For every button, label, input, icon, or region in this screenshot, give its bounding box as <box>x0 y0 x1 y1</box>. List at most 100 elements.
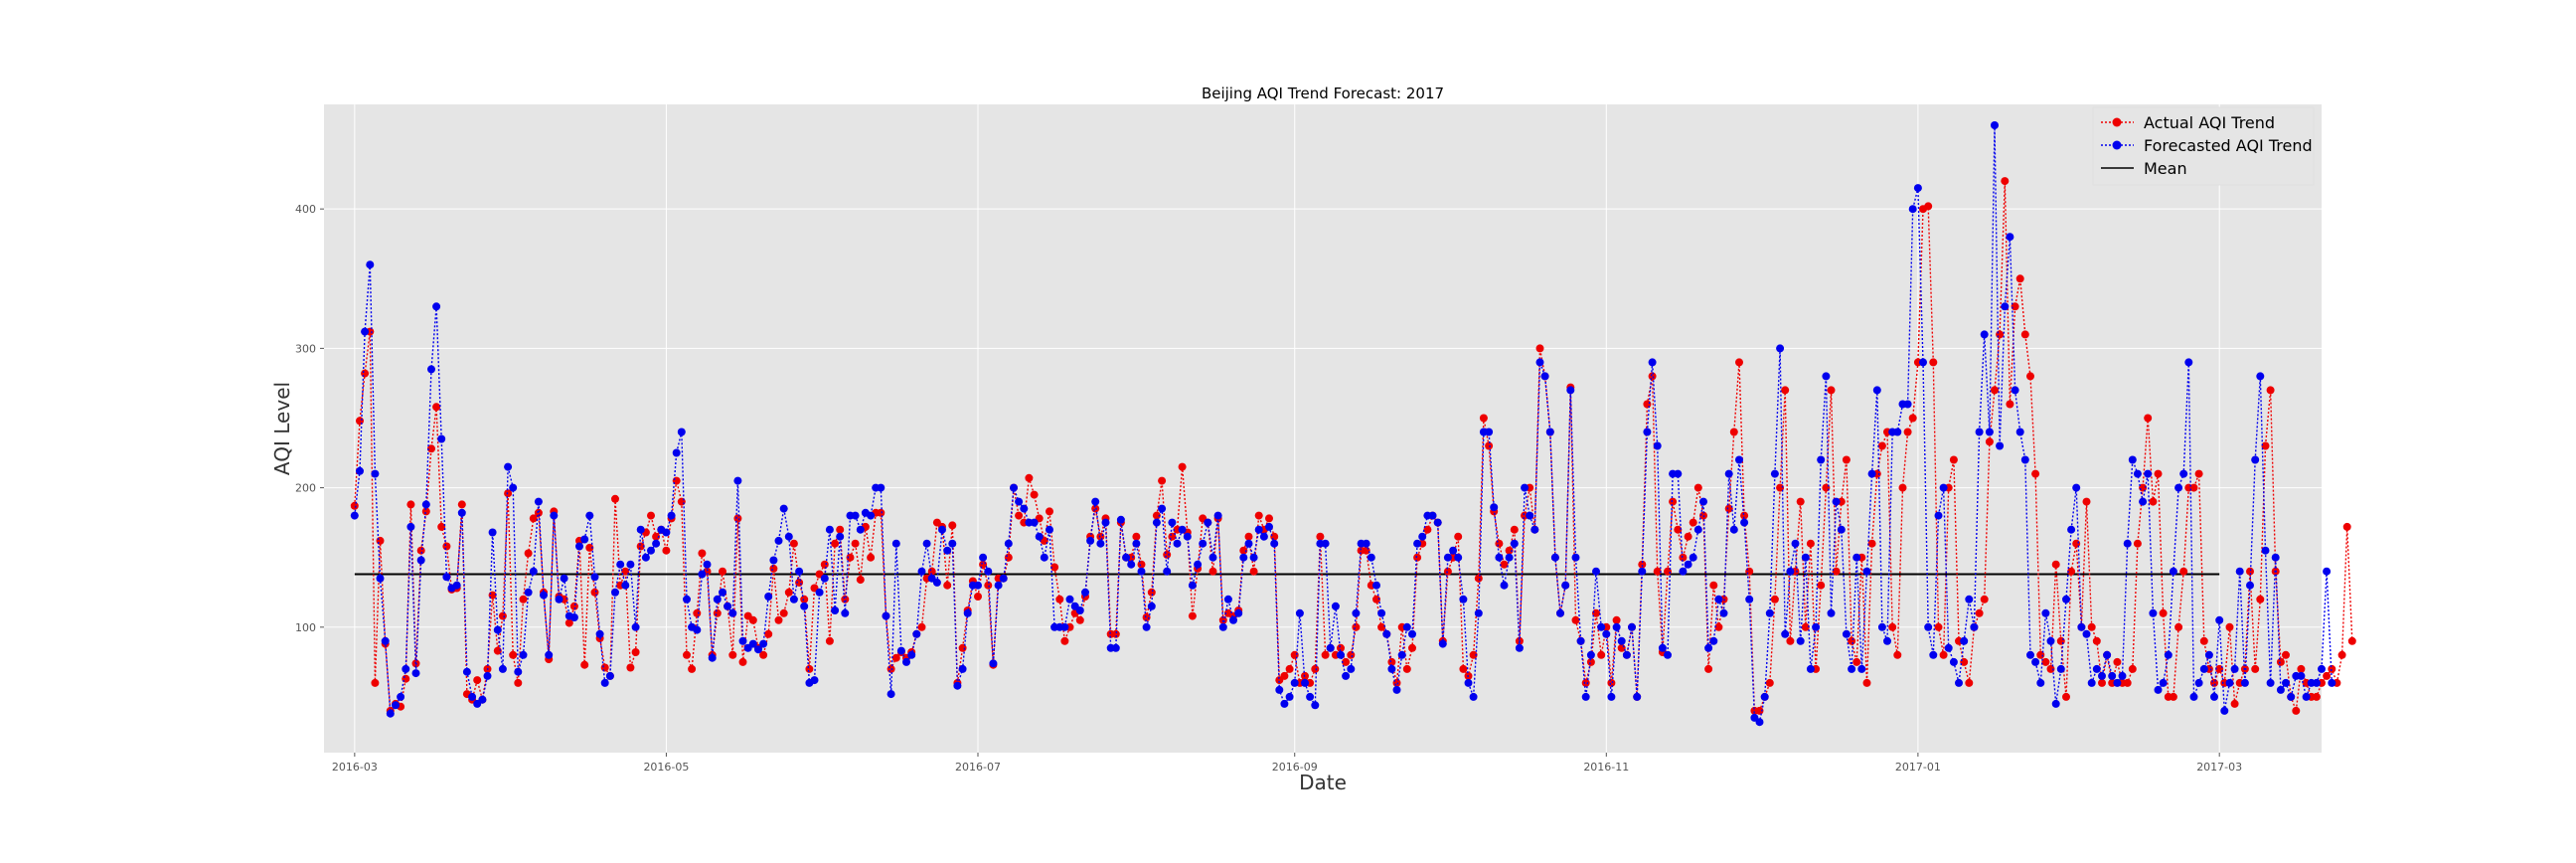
data-point-actual <box>789 539 798 548</box>
data-point-actual <box>733 514 742 523</box>
data-point-actual <box>1679 553 1688 562</box>
data-point-forecast <box>2312 678 2321 687</box>
data-point-forecast <box>406 522 415 531</box>
data-point-forecast <box>1295 608 1304 617</box>
data-point-forecast <box>1158 504 1167 513</box>
data-point-forecast <box>2020 455 2029 464</box>
data-point-forecast <box>1521 483 1530 492</box>
data-point-forecast <box>442 573 451 582</box>
data-point-forecast <box>626 560 635 569</box>
y-tick-label: 400 <box>295 203 316 216</box>
data-point-forecast <box>509 483 518 492</box>
data-point-forecast <box>493 625 502 634</box>
data-point-actual <box>498 611 507 620</box>
data-point-actual <box>1311 664 1320 673</box>
data-point-forecast <box>1101 518 1110 527</box>
data-point-forecast <box>1490 503 1499 512</box>
data-point-actual <box>856 576 865 585</box>
data-point-forecast <box>2199 664 2208 673</box>
data-point-actual <box>1939 650 1948 659</box>
data-point-actual <box>1669 497 1678 506</box>
data-point-actual <box>1786 636 1795 645</box>
data-point-actual <box>421 507 430 516</box>
data-point-forecast <box>432 302 441 311</box>
data-point-actual <box>2133 539 2142 548</box>
data-point-actual <box>1239 546 1248 555</box>
data-point-forecast <box>2261 546 2270 555</box>
data-point-forecast <box>2062 595 2070 604</box>
data-point-forecast <box>1735 455 1743 464</box>
data-point-forecast <box>693 625 702 634</box>
data-point-forecast <box>1602 629 1611 638</box>
data-point-actual <box>1075 615 1084 624</box>
data-point-forecast <box>738 636 747 645</box>
data-point-actual <box>1612 615 1621 624</box>
data-point-forecast <box>1832 497 1841 506</box>
data-point-forecast <box>877 483 886 492</box>
data-point-forecast <box>1046 525 1053 534</box>
data-point-forecast <box>1173 539 1182 548</box>
data-point-forecast <box>1280 699 1289 708</box>
data-point-forecast <box>1188 581 1197 590</box>
data-point-actual <box>1949 455 1958 464</box>
data-point-actual <box>2031 469 2040 478</box>
data-point-forecast <box>1991 121 1999 129</box>
data-point-actual <box>2036 650 2045 659</box>
data-point-actual <box>2179 567 2188 576</box>
data-point-forecast <box>1199 539 1208 548</box>
data-point-forecast <box>1643 428 1652 436</box>
data-point-forecast <box>1223 595 1232 604</box>
y-tick-label: 300 <box>295 342 316 355</box>
data-point-forecast <box>1244 539 1253 548</box>
data-point-forecast <box>402 664 410 673</box>
data-point-actual <box>2276 657 2285 666</box>
data-point-forecast <box>948 539 957 548</box>
data-point-actual <box>728 650 737 659</box>
data-point-forecast <box>1311 701 1320 710</box>
data-point-forecast <box>1183 532 1192 541</box>
data-point-actual <box>948 521 957 530</box>
data-point-actual <box>1827 386 1836 395</box>
data-point-actual <box>1975 608 1984 617</box>
data-point-forecast <box>2133 469 2142 478</box>
data-point-actual <box>1413 553 1422 562</box>
data-point-forecast <box>1913 184 1922 193</box>
data-point-actual <box>688 664 697 673</box>
data-point-forecast <box>631 622 640 631</box>
data-point-forecast <box>1510 539 1519 548</box>
data-point-actual <box>509 650 518 659</box>
data-point-forecast <box>2118 671 2127 680</box>
data-point-actual <box>1372 595 1380 604</box>
data-point-forecast <box>2123 539 2132 548</box>
data-point-forecast <box>1147 602 1156 610</box>
data-point-actual <box>652 532 661 541</box>
data-point-actual <box>891 653 900 662</box>
data-point-forecast <box>1791 539 1800 548</box>
data-point-forecast <box>545 650 554 659</box>
data-point-forecast <box>2067 525 2076 534</box>
data-point-forecast <box>1060 622 1069 631</box>
data-point-forecast <box>1571 553 1580 562</box>
data-point-forecast <box>1081 588 1089 597</box>
data-point-forecast <box>2240 678 2249 687</box>
data-point-actual <box>524 549 533 558</box>
x-tick-label: 2017-03 <box>2196 761 2242 774</box>
data-point-actual <box>1607 678 1616 687</box>
data-point-actual <box>719 567 726 576</box>
data-point-actual <box>1848 636 1856 645</box>
data-point-actual <box>2159 608 2168 617</box>
data-point-forecast <box>1535 358 1544 367</box>
data-point-forecast <box>2302 692 2311 701</box>
data-point-forecast <box>1321 539 1330 548</box>
x-axis-label: Date <box>1299 771 1347 794</box>
data-point-forecast <box>1617 636 1626 645</box>
data-point-actual <box>1091 504 1100 513</box>
data-point-forecast <box>569 613 578 621</box>
data-point-forecast <box>2210 692 2218 701</box>
data-point-actual <box>886 664 895 673</box>
legend-item-forecast: Forecasted AQI Trend <box>2101 136 2313 155</box>
data-point-actual <box>1137 560 1146 569</box>
data-point-forecast <box>1786 567 1795 576</box>
data-point-forecast <box>1658 643 1667 652</box>
